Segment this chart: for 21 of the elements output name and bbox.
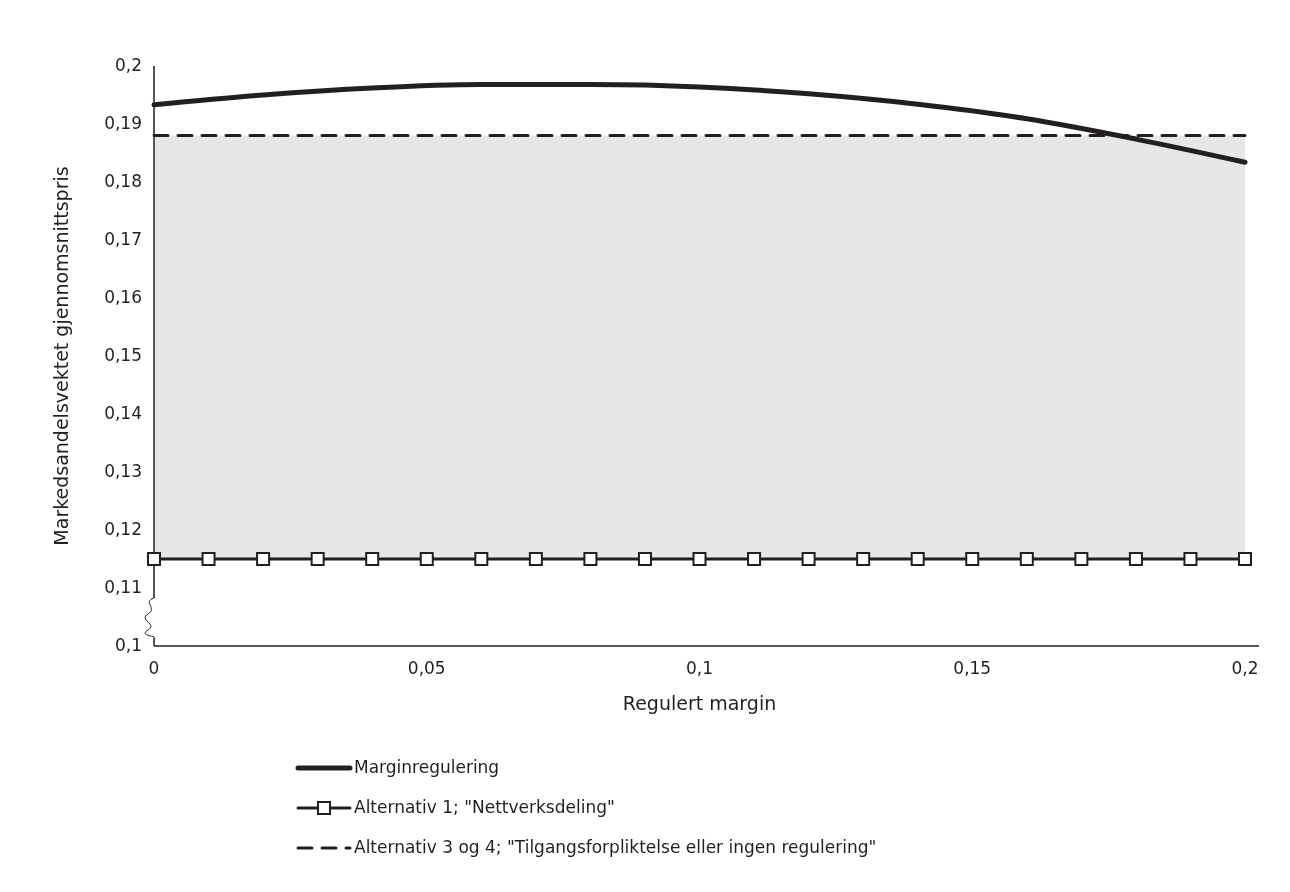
y-tick-label: 0,11 — [104, 577, 142, 597]
y-tick-label: 0,13 — [104, 461, 142, 481]
y-tick-label: 0,1 — [114, 635, 142, 655]
y-tick-label: 0,14 — [104, 403, 142, 423]
x-axis-title: Regulert margin — [622, 692, 777, 714]
x-tick-label: 0,05 — [407, 658, 446, 678]
y-tick-label: 0,15 — [104, 345, 142, 365]
legend-label: Alternativ 3 og 4; "Tilgangsforpliktelse eller ingen regulering" — [354, 837, 877, 857]
x-tick-label: 0 — [148, 658, 160, 678]
x-tick-label: 0,15 — [953, 658, 992, 678]
y-axis-title: Markedsandelsvektet gjennomsnittspris — [50, 166, 72, 546]
y-tick-label: 0,19 — [104, 113, 142, 133]
legend-label: Alternativ 1; "Nettverksdeling" — [354, 797, 615, 817]
y-tick-label: 0,12 — [104, 519, 142, 539]
x-tick-label: 0,2 — [1231, 658, 1259, 678]
x-tick-label: 0,1 — [685, 658, 714, 678]
y-tick-label: 0,2 — [114, 55, 142, 75]
y-tick-label: 0,18 — [104, 171, 142, 191]
legend-label: Marginregulering — [354, 757, 500, 777]
y-tick-label: 0,16 — [104, 287, 142, 307]
y-tick-label: 0,17 — [104, 229, 142, 249]
